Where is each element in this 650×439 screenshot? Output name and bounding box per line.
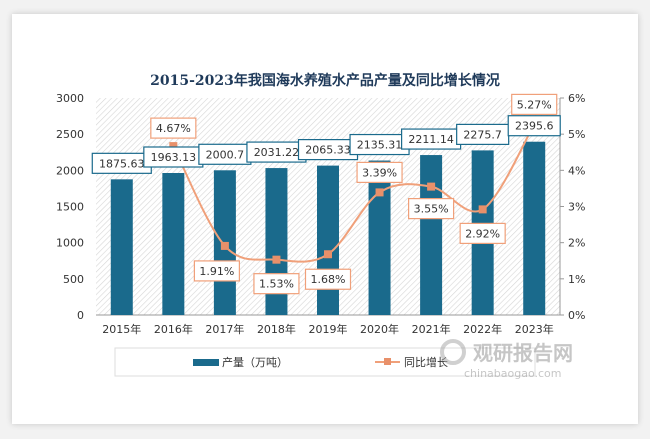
x-tick-label: 2022年: [463, 322, 502, 336]
growth-data-label-box: [253, 273, 300, 295]
bar: [523, 141, 546, 315]
bar: [162, 173, 185, 315]
y-right-tick-label: 6%: [568, 92, 585, 105]
legend-bar-swatch: [193, 359, 219, 366]
y-left-tick-label: 2000: [56, 164, 84, 177]
growth-marker: [427, 182, 436, 191]
bar-data-label: 2031.22: [254, 146, 300, 159]
growth-marker: [478, 205, 487, 214]
growth-marker: [272, 255, 281, 264]
bar-data-label-box: [507, 115, 561, 137]
x-tick-label: 2018年: [257, 322, 296, 336]
growth-marker: [324, 250, 332, 259]
growth-data-label: 1.53%: [259, 278, 294, 291]
growth-marker: [169, 142, 178, 151]
growth-marker: [375, 188, 384, 197]
y-left-tick-label: 1500: [56, 201, 84, 214]
x-tick-label: 2020年: [360, 322, 399, 336]
y-right-tick-label: 2%: [568, 237, 585, 250]
legend-bar-label: 产量（万吨）: [222, 355, 288, 369]
bar-data-label: 2275.7: [463, 128, 502, 141]
bar: [317, 165, 339, 315]
y-left-tick-label: 0: [77, 309, 84, 322]
y-left-tick-label: 500: [63, 273, 84, 286]
growth-data-label: 4.67%: [156, 122, 191, 135]
bar-data-label: 2211.14: [408, 133, 454, 146]
bar: [368, 160, 391, 315]
growth-data-label-box: [511, 93, 558, 116]
legend-line-marker: [384, 358, 391, 365]
x-tick-label: 2015年: [102, 322, 141, 336]
bar-data-label: 2135.31: [357, 139, 403, 152]
y-right-tick-label: 0%: [568, 309, 585, 322]
y-right-tick-label: 3%: [568, 201, 585, 214]
y-right-tick-label: 4%: [568, 164, 585, 177]
bar-data-label: 1963.13: [151, 151, 197, 164]
bar: [110, 179, 133, 315]
growth-data-label-box: [150, 117, 197, 139]
y-left-tick-label: 2500: [56, 128, 84, 141]
chart-title: 2015-2023年我国海水养殖水产品产量及同比增长情况: [150, 72, 500, 89]
growth-data-label: 2.92%: [465, 227, 500, 240]
x-tick-label: 2021年: [412, 322, 451, 336]
y-left-tick-label: 1000: [56, 237, 84, 250]
y-right-tick-label: 1%: [568, 273, 585, 286]
growth-data-label: 1.68%: [311, 273, 346, 286]
bar: [420, 155, 443, 315]
watermark-url: chinabaogao.com: [464, 367, 562, 380]
watermark: 观研报告网 chinabaogao.com: [440, 339, 573, 380]
growth-data-label-box: [459, 222, 506, 244]
legend-line-label: 同比增长: [404, 355, 448, 369]
growth-marker: [220, 241, 229, 250]
x-tick-label: 2019年: [309, 322, 348, 336]
growth-data-label-box: [408, 198, 455, 220]
x-tick-label: 2016年: [154, 322, 193, 336]
growth-data-label: 3.39%: [362, 166, 397, 179]
bar-data-label: 2000.7: [206, 148, 245, 161]
growth-data-label: 3.55%: [414, 203, 449, 216]
growth-data-label-box: [193, 260, 240, 282]
bar-data-label: 1875.63: [99, 157, 145, 170]
growth-data-label-box: [356, 161, 403, 183]
x-tick-label: 2017年: [205, 322, 244, 336]
bar-data-label: 2395.6: [515, 120, 554, 133]
y-right-tick-label: 5%: [568, 128, 585, 141]
growth-data-label: 5.27%: [517, 98, 552, 111]
x-tick-label: 2023年: [515, 322, 554, 336]
bar-data-label: 2065.33: [305, 144, 351, 157]
growth-data-label-box: [304, 268, 352, 290]
growth-data-label: 1.91%: [199, 265, 234, 278]
watermark-logo-icon: [440, 339, 466, 365]
y-left-tick-label: 3000: [56, 92, 84, 105]
watermark-text: 观研报告网: [473, 341, 573, 365]
